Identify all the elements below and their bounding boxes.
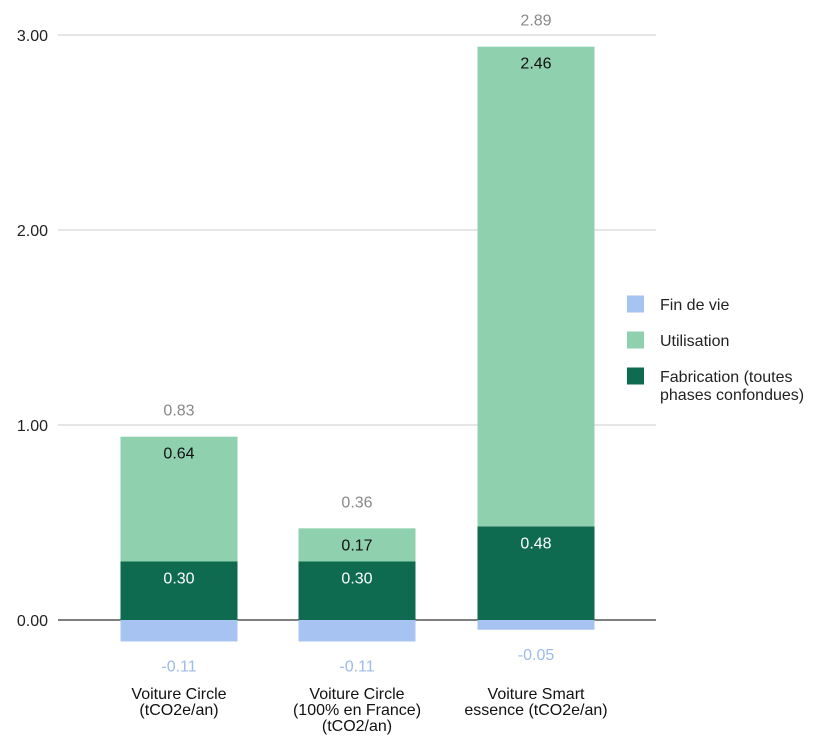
bar-segment [477, 46, 595, 527]
category-label: (tCO2e/an) [139, 702, 218, 719]
legend-label: Fin de vie [660, 297, 729, 314]
total-label: 0.36 [341, 494, 372, 511]
data-label: 0.17 [341, 537, 372, 554]
legend-label: phases confondues) [660, 387, 804, 404]
legend-label: Utilisation [660, 333, 729, 350]
bars [120, 46, 595, 642]
y-tick-label: 0.00 [17, 613, 48, 630]
data-labels: 0.30 0.64 -0.11 0.83 0.30 0.17 -0.11 0.36 0.48 2.… [161, 13, 554, 676]
y-tick-label: 3.00 [17, 28, 48, 45]
data-label: 0.64 [163, 446, 194, 463]
bar-segment [477, 620, 595, 630]
y-tick-label: 1.00 [17, 418, 48, 435]
bar-segment [477, 526, 595, 620]
category-label: (tCO2/an) [322, 718, 392, 735]
y-tick-label: 2.00 [17, 223, 48, 240]
data-label: -0.05 [518, 647, 555, 664]
bar-segment [120, 620, 238, 642]
category-label: Voiture Circle [309, 686, 404, 703]
legend: Fin de vie Utilisation Fabrication (toutes… [627, 295, 804, 404]
data-label: 0.48 [520, 535, 551, 552]
total-label: 2.89 [520, 13, 551, 30]
category-label: Voiture Smart [488, 686, 585, 703]
data-label: 0.30 [163, 571, 194, 588]
data-label: 0.30 [341, 571, 372, 588]
legend-swatch [627, 367, 644, 385]
x-axis-categories: Voiture Circle(tCO2e/an)Voiture Circle(1… [131, 686, 607, 735]
category-label: essence (tCO2e/an) [464, 702, 607, 719]
category-label: Voiture Circle [131, 686, 226, 703]
legend-swatch [627, 295, 644, 313]
category-label: (100% en France) [293, 702, 421, 719]
data-label: 2.46 [520, 56, 551, 73]
legend-swatch [627, 331, 644, 349]
data-label: -0.11 [339, 658, 374, 675]
bar-segment [298, 620, 416, 642]
data-label: -0.11 [161, 658, 196, 675]
bar-segment [120, 561, 238, 620]
legend-label: Fabrication (toutes [660, 369, 793, 386]
bar-segment [120, 436, 238, 562]
total-label: 0.83 [163, 403, 194, 420]
bar-segment [298, 528, 416, 562]
y-axis-ticks: 0.00 1.00 2.00 3.00 [17, 28, 48, 630]
bar-segment [298, 561, 416, 620]
